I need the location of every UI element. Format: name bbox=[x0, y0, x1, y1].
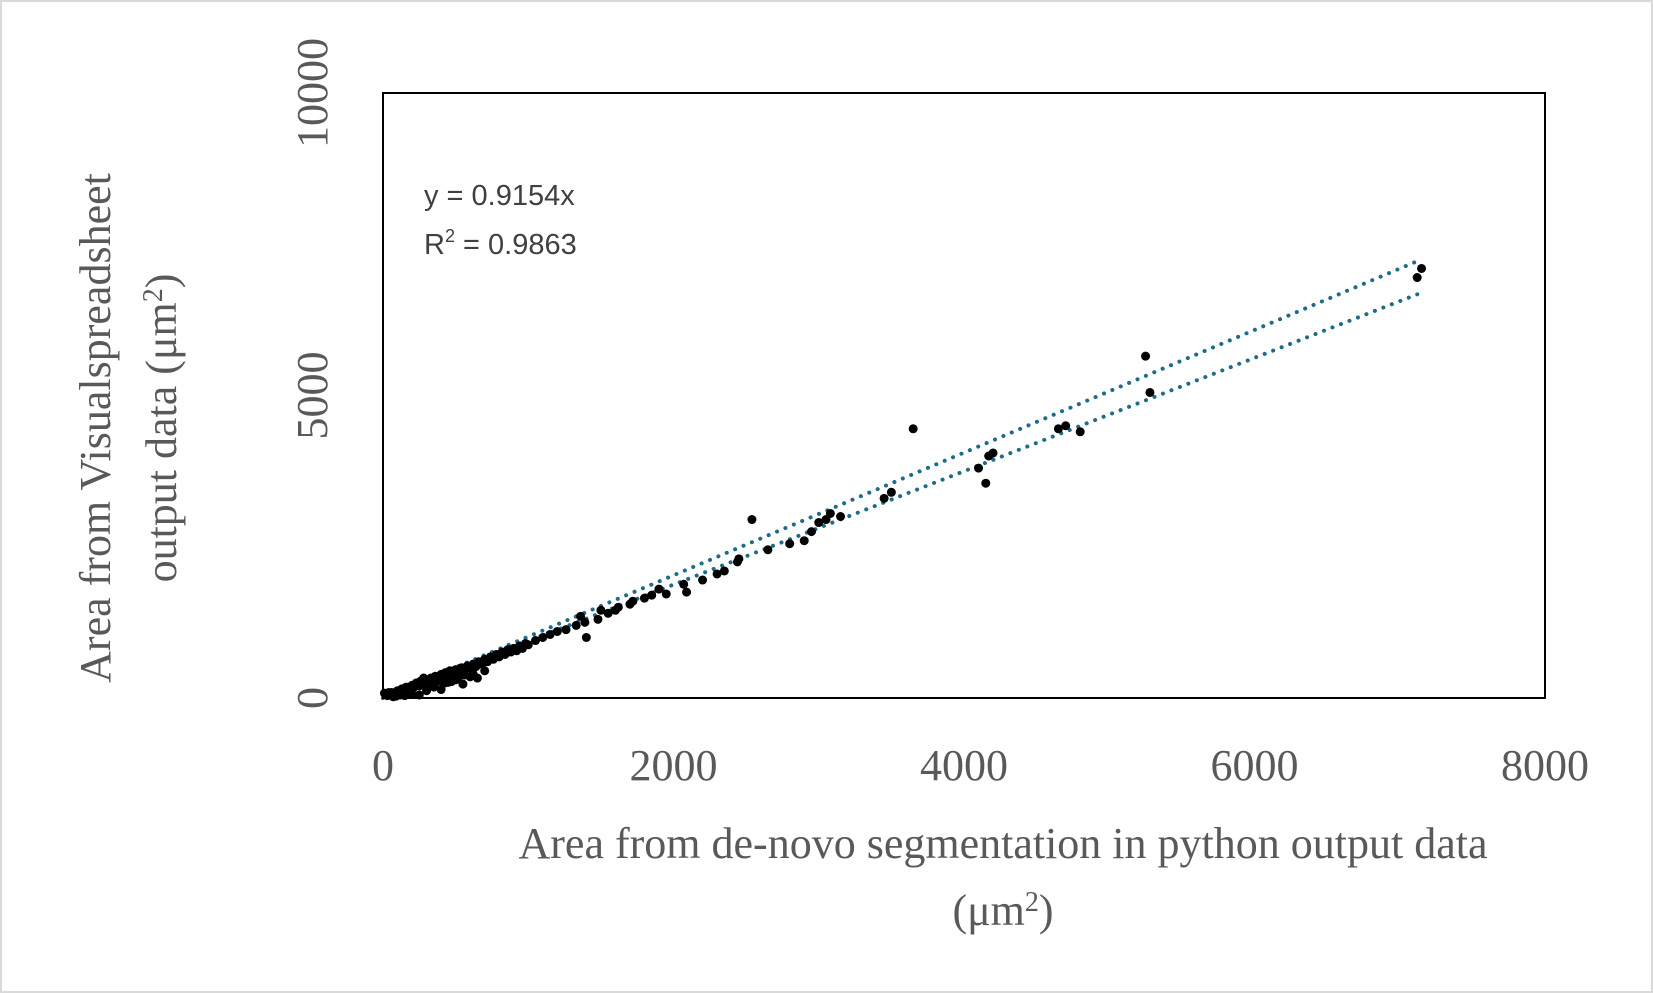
data-point bbox=[1141, 351, 1151, 361]
points-layer bbox=[379, 263, 1427, 702]
data-point bbox=[545, 629, 555, 639]
trendline-layer bbox=[381, 257, 1424, 700]
data-point bbox=[981, 478, 991, 488]
data-point bbox=[427, 681, 437, 691]
data-point bbox=[763, 545, 773, 555]
y-axis-tick-labels: 0 5000 10000 bbox=[288, 38, 337, 709]
x-tick-label: 0 bbox=[372, 741, 394, 790]
data-point bbox=[886, 487, 896, 497]
y-axis-title-line1: Area from Visualspreadsheet bbox=[71, 173, 120, 683]
data-point bbox=[523, 640, 533, 650]
data-point bbox=[647, 590, 657, 600]
data-point bbox=[698, 575, 708, 585]
y-tick-label: 10000 bbox=[288, 38, 337, 148]
data-point bbox=[1061, 421, 1071, 431]
y-tick-label: 0 bbox=[288, 687, 337, 709]
data-point bbox=[538, 633, 548, 642]
data-point bbox=[407, 689, 417, 699]
data-point bbox=[581, 633, 591, 642]
data-point bbox=[1075, 427, 1085, 437]
y-tick-label: 5000 bbox=[288, 352, 337, 440]
data-point bbox=[419, 673, 429, 683]
data-point bbox=[988, 448, 998, 458]
data-point bbox=[1412, 273, 1422, 283]
trendline-equation: y = 0.9154x bbox=[424, 180, 575, 212]
data-point bbox=[661, 589, 671, 599]
y-axis-title: Area from Visualspreadsheet output data … bbox=[71, 173, 186, 683]
x-axis-tick-labels: 0 2000 4000 6000 8000 bbox=[372, 741, 1589, 790]
data-point bbox=[836, 512, 846, 521]
data-point bbox=[596, 605, 606, 615]
data-point bbox=[1145, 387, 1155, 397]
data-point bbox=[639, 593, 649, 603]
data-point bbox=[446, 677, 456, 687]
data-point bbox=[799, 536, 809, 546]
data-point bbox=[747, 515, 757, 525]
data-point bbox=[734, 554, 744, 564]
data-point bbox=[679, 579, 689, 589]
data-point bbox=[480, 666, 490, 676]
x-tick-label: 2000 bbox=[630, 741, 718, 790]
x-tick-label: 8000 bbox=[1501, 741, 1589, 790]
plot-area-frame bbox=[382, 92, 1546, 699]
y-axis-title-line2: output data (μm2) bbox=[137, 274, 186, 583]
data-point bbox=[436, 676, 446, 686]
data-point bbox=[552, 626, 562, 636]
data-point bbox=[806, 527, 816, 537]
data-point bbox=[1417, 263, 1427, 273]
data-point bbox=[436, 685, 446, 695]
data-point bbox=[682, 587, 692, 597]
r-squared-label: R2 = 0.9863 bbox=[424, 226, 577, 261]
data-point bbox=[531, 636, 541, 646]
data-point bbox=[454, 672, 464, 682]
data-point bbox=[908, 424, 918, 434]
x-tick-label: 6000 bbox=[1211, 741, 1299, 790]
x-tick-label: 4000 bbox=[920, 741, 1008, 790]
data-point bbox=[603, 608, 613, 618]
data-point bbox=[561, 625, 571, 635]
data-point bbox=[580, 617, 590, 627]
x-axis-title-line1: Area from de-novo segmentation in python… bbox=[519, 819, 1488, 868]
data-point bbox=[879, 493, 889, 503]
data-point bbox=[712, 569, 722, 579]
data-point bbox=[974, 463, 984, 473]
data-point bbox=[628, 596, 638, 606]
data-point bbox=[785, 539, 795, 549]
data-point bbox=[613, 602, 623, 612]
trendline-1 bbox=[381, 257, 1424, 700]
data-point bbox=[384, 688, 394, 698]
data-point bbox=[571, 620, 581, 630]
data-point bbox=[1053, 424, 1063, 434]
trendline-2 bbox=[381, 290, 1424, 700]
x-axis-title-line2: (μm2) bbox=[952, 886, 1053, 935]
data-point bbox=[468, 669, 478, 679]
data-point bbox=[593, 614, 603, 624]
data-point bbox=[458, 679, 468, 689]
data-point bbox=[814, 518, 824, 528]
data-point bbox=[719, 566, 729, 576]
data-point bbox=[654, 584, 664, 594]
data-point bbox=[825, 508, 835, 518]
